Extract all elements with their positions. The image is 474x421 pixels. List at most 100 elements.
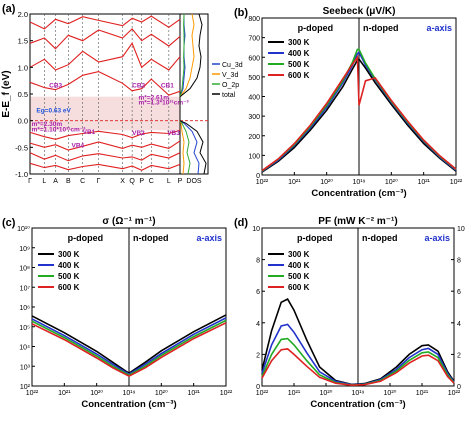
band-annotation: CB2 xyxy=(132,83,145,90)
region-label-n: n-doped xyxy=(133,233,169,243)
region-label-p: p-doped xyxy=(68,233,104,243)
band-annotation: VB1 xyxy=(83,129,96,136)
x-tick-label: 10²² xyxy=(450,179,463,186)
band-curve xyxy=(29,15,181,30)
band-curve xyxy=(29,28,181,50)
y-tick-label: 400 xyxy=(248,95,260,102)
y-tick-label: 600 xyxy=(248,55,260,62)
band-annotation: VB2 xyxy=(132,130,145,137)
y-tick-label-right: 6 xyxy=(457,289,461,296)
x-tick-label: 10²⁰ xyxy=(155,389,168,397)
dos-xlabel: DOS xyxy=(186,178,202,185)
y-tick-label: 200 xyxy=(248,134,260,141)
y-tick-label: 10³ xyxy=(20,364,31,371)
band-curve xyxy=(29,152,181,162)
kpath-label: C xyxy=(80,178,85,185)
dos-curve xyxy=(179,13,207,175)
band-annotation: CB3 xyxy=(49,83,62,90)
x-tick-label: 10²² xyxy=(256,179,269,186)
y-tick-label: 0.5 xyxy=(18,90,28,99)
y-tick-label-right: 8 xyxy=(457,258,461,265)
band-annotation: VB3 xyxy=(167,130,180,137)
y-tick-label: 10⁶ xyxy=(19,305,30,312)
region-label-n: n-doped xyxy=(363,23,399,33)
x-tick-label: 10²⁰ xyxy=(320,389,333,397)
x-tick-label: 10²¹ xyxy=(288,390,301,397)
legend-label: 300 K xyxy=(288,38,310,47)
kpath-label: L xyxy=(42,178,46,185)
legend-label: 300 K xyxy=(288,250,310,259)
legend-label: 500 K xyxy=(288,60,310,69)
x-tick-label: 10²⁰ xyxy=(90,389,103,397)
y-tick-label-right: 2 xyxy=(457,352,461,359)
panel-title: PF (mW K⁻² m⁻¹) xyxy=(318,216,397,227)
x-tick-label: 10¹⁹ xyxy=(352,179,365,186)
region-label-p: p-doped xyxy=(298,23,334,33)
dos-legend-label: Cu_3d xyxy=(222,62,243,69)
y-tick-label-right: 0 xyxy=(457,384,461,391)
gap-region xyxy=(30,96,180,131)
y-tick-label-right: 10 xyxy=(457,226,465,233)
x-tick-label: 10¹⁹ xyxy=(122,390,135,397)
series-curve xyxy=(31,317,227,376)
band-curve xyxy=(29,162,181,171)
y-tick-label: 0 xyxy=(256,173,260,180)
panel-label: (d) xyxy=(234,217,248,229)
dos-legend-label: total xyxy=(222,92,236,99)
legend-label: 400 K xyxy=(58,261,80,270)
kpath-label: B xyxy=(66,178,71,185)
legend-label: 600 K xyxy=(58,283,80,292)
y-tick-label: 4 xyxy=(256,321,260,328)
y-tick-label: 10⁹ xyxy=(19,246,30,253)
x-tick-label: 10²¹ xyxy=(288,179,301,186)
kpath-label: A xyxy=(53,178,58,185)
legend-label: 600 K xyxy=(288,283,310,292)
x-tick-label: 10²⁰ xyxy=(320,178,333,186)
y-tick-label: 8 xyxy=(256,258,260,265)
y-tick-label: -0.5 xyxy=(15,143,28,152)
y-tick-label: 0 xyxy=(256,384,260,391)
x-axis-label: Concentration (cm⁻³) xyxy=(310,399,405,410)
axis-label: a-axis xyxy=(196,233,222,243)
x-tick-label: 10²² xyxy=(220,390,233,397)
kpath-label: P xyxy=(139,178,144,185)
axis-label: a-axis xyxy=(424,233,450,243)
y-tick-label: -1.0 xyxy=(15,170,28,179)
y-tick-label: 0.0 xyxy=(18,117,28,126)
band-annotation: m*=1.3*10³¹cm⁻³ xyxy=(139,100,190,107)
y-tick-label: 10⁴ xyxy=(19,345,30,352)
band-curve xyxy=(29,140,181,151)
y-tick-label: 800 xyxy=(248,16,260,23)
dos-legend-label: O_2p xyxy=(222,82,239,89)
y-tick-label-right: 4 xyxy=(457,321,461,328)
band-annotation: m*=2.30m xyxy=(32,121,63,128)
series-curve xyxy=(261,348,455,387)
kpath-label: Γ xyxy=(97,178,101,185)
band-annotation: CB1 xyxy=(161,83,174,90)
legend-label: 400 K xyxy=(288,49,310,58)
region-label-p: p-doped xyxy=(297,233,333,243)
y-tick-label: 6 xyxy=(256,289,260,296)
kpath-label: C xyxy=(149,178,154,185)
x-tick-label: 10²¹ xyxy=(187,390,200,397)
legend-label: 400 K xyxy=(288,261,310,270)
panel-label: (a) xyxy=(2,3,16,15)
y-tick-label: 100 xyxy=(248,153,260,160)
y-tick-label: 1.0 xyxy=(18,63,28,72)
legend-label: 500 K xyxy=(58,272,80,281)
panel-label: (c) xyxy=(2,217,16,229)
x-tick-label: 10²¹ xyxy=(417,179,430,186)
y-axis-label: E-E_f (eV) xyxy=(1,70,12,117)
y-tick-label: 10⁷ xyxy=(20,285,31,292)
y-tick-label: 2 xyxy=(256,352,260,359)
x-axis-label: Concentration (cm⁻³) xyxy=(311,188,406,199)
axis-label: a-axis xyxy=(426,23,452,33)
kpath-label: L xyxy=(167,178,171,185)
region-label-n: n-doped xyxy=(362,233,398,243)
band-annotation: VB4 xyxy=(71,142,84,149)
x-tick-label: 10²¹ xyxy=(58,390,71,397)
band-annotation: Eg=0.63 eV xyxy=(36,108,71,115)
y-tick-label: 10² xyxy=(20,384,31,391)
x-tick-label: 10²⁰ xyxy=(385,178,398,186)
